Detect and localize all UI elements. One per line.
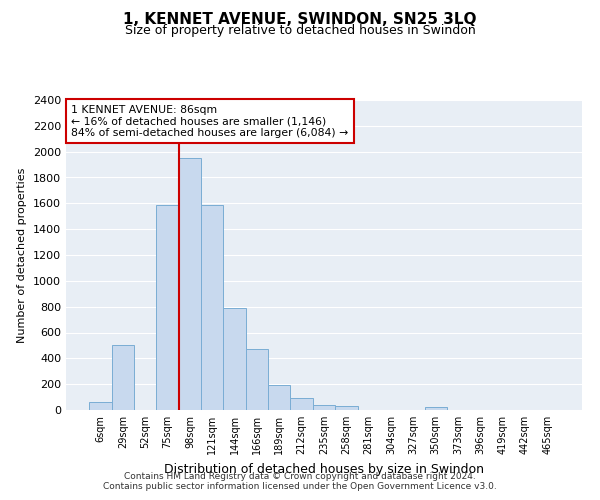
Text: Contains HM Land Registry data © Crown copyright and database right 2024.: Contains HM Land Registry data © Crown c… [124, 472, 476, 481]
Bar [157, 204, 179, 410]
Text: Size of property relative to detached houses in Swindon: Size of property relative to detached ho… [125, 24, 475, 37]
Text: Contains public sector information licensed under the Open Government Licence v3: Contains public sector information licen… [103, 482, 497, 491]
Bar [89, 402, 112, 410]
Text: 1, KENNET AVENUE, SWINDON, SN25 3LQ: 1, KENNET AVENUE, SWINDON, SN25 3LQ [123, 12, 477, 28]
Bar [425, 407, 447, 410]
Bar [335, 406, 358, 410]
X-axis label: Distribution of detached houses by size in Swindon: Distribution of detached houses by size … [164, 462, 484, 475]
Bar [313, 406, 335, 410]
Bar [112, 346, 134, 410]
Bar [201, 204, 223, 410]
Bar [179, 158, 201, 410]
Text: 1 KENNET AVENUE: 86sqm
← 16% of detached houses are smaller (1,146)
84% of semi-: 1 KENNET AVENUE: 86sqm ← 16% of detached… [71, 104, 349, 138]
Bar [223, 308, 246, 410]
Bar [246, 350, 268, 410]
Y-axis label: Number of detached properties: Number of detached properties [17, 168, 28, 342]
Bar [268, 385, 290, 410]
Bar [290, 398, 313, 410]
